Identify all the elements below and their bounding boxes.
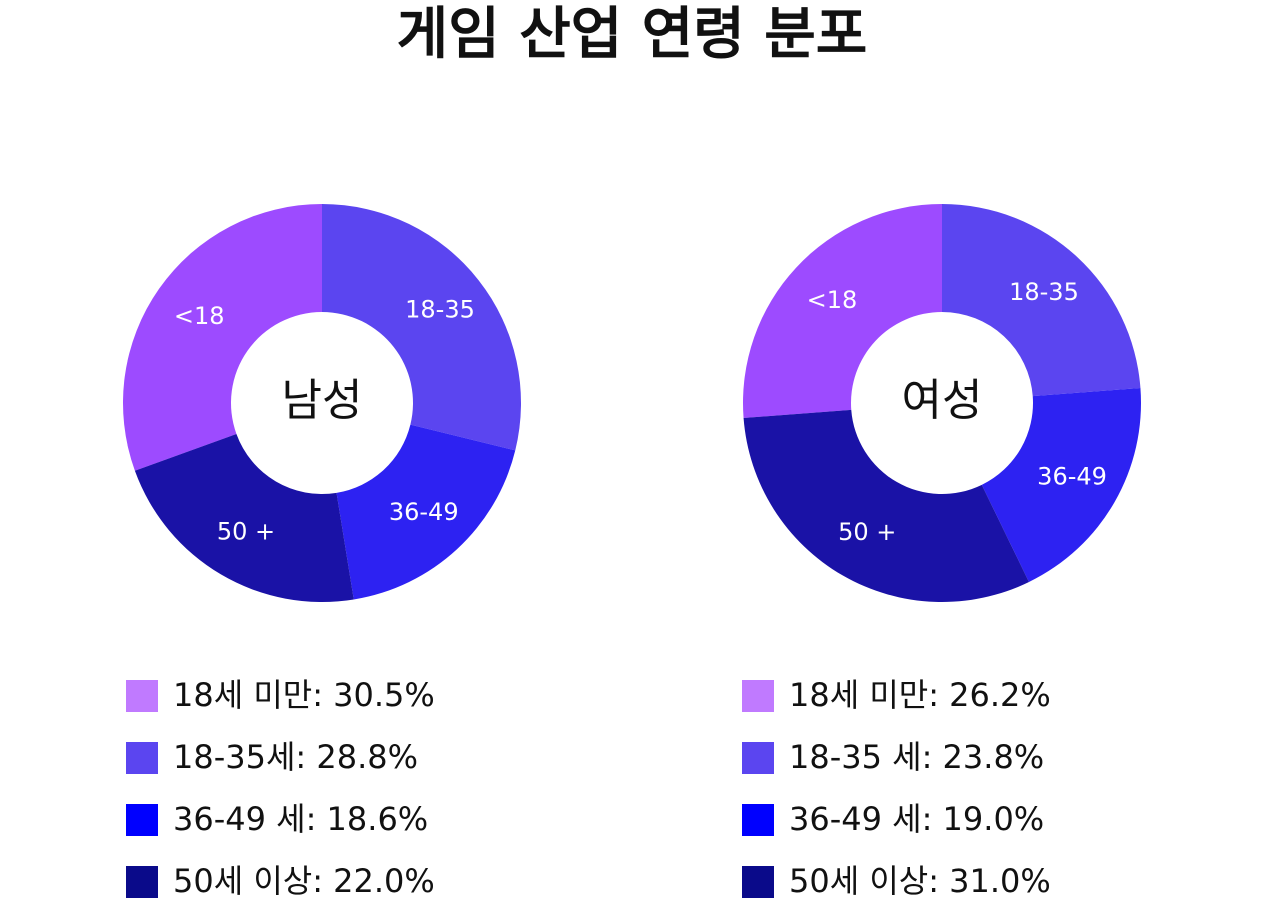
donut-slice [122, 203, 323, 471]
slice-label: 18-35 [1009, 278, 1079, 306]
legend-label: 36-49 세: 18.6% [173, 800, 428, 838]
legend-label: 50세 이상: 31.0% [789, 862, 1051, 900]
donut-slice [322, 204, 521, 451]
donut-slice [134, 433, 354, 602]
slice-label: <18 [807, 286, 858, 314]
donut-slice [336, 424, 516, 600]
donut-slice [742, 204, 942, 418]
legend-swatch [742, 804, 774, 836]
legend-swatch [742, 866, 774, 898]
slice-label: 50 + [217, 517, 275, 545]
legend-swatch [742, 742, 774, 774]
legend-swatch [126, 742, 158, 774]
legend-label: 18세 미만: 26.2% [789, 676, 1051, 714]
slice-label: 36-49 [389, 498, 459, 526]
legend-swatch [126, 804, 158, 836]
center-label: 여성 [902, 375, 983, 426]
legend-swatch [126, 680, 158, 712]
legend-label: 18-35세: 28.8% [173, 738, 418, 776]
slice-label: <18 [174, 302, 225, 330]
donut-slice [942, 204, 1141, 397]
donut-slice [743, 409, 1029, 602]
legend-label: 18-35 세: 23.8% [789, 738, 1044, 776]
slice-label: 18-35 [405, 295, 475, 323]
legend-label: 18세 미만: 30.5% [173, 676, 435, 714]
slice-label: 50 + [838, 518, 896, 546]
legend-label: 36-49 세: 19.0% [789, 800, 1044, 838]
legend-swatch [742, 680, 774, 712]
center-label: 남성 [282, 375, 363, 426]
chart-title: 게임 산업 연령 분포 [397, 2, 868, 67]
legend-swatch [126, 866, 158, 898]
legend-label: 50세 이상: 22.0% [173, 862, 435, 900]
donut-slice [981, 388, 1141, 582]
slice-label: 36-49 [1037, 463, 1107, 491]
